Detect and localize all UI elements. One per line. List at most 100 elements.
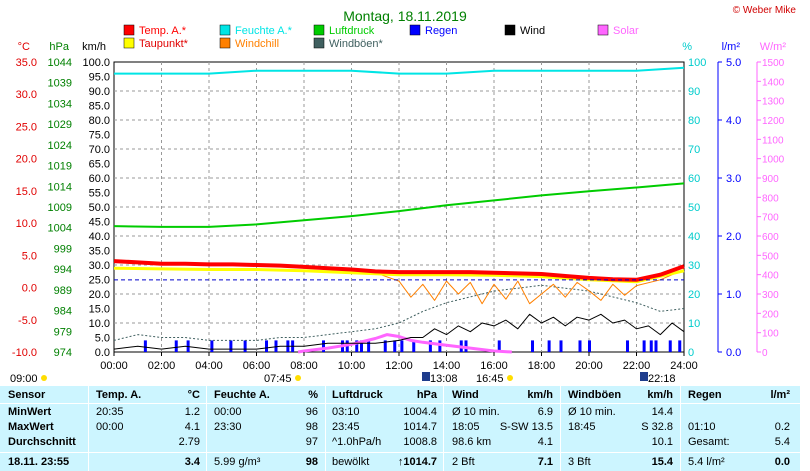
header-press-unit: hPa bbox=[416, 389, 437, 401]
current-hum-abs: 5.99 g/m³ bbox=[214, 456, 261, 468]
time-tick-label: 02:00 bbox=[148, 360, 176, 372]
wind-tick-label: 60.0 bbox=[89, 173, 110, 185]
humidity-tick-label: 50 bbox=[688, 202, 700, 214]
wind-tick-label: 45.0 bbox=[89, 217, 110, 229]
humidity-tick-label: 0 bbox=[688, 347, 694, 359]
rain-bar bbox=[400, 340, 404, 352]
series-line-solar bbox=[297, 333, 512, 354]
pressure-tick-label: 1004 bbox=[48, 223, 72, 235]
moonset-icon bbox=[640, 372, 648, 381]
solar-tick-label: 700 bbox=[762, 213, 779, 224]
stats-cell-wind-t: 18:05 bbox=[452, 421, 480, 433]
temp-tick-label: 10.0 bbox=[16, 218, 37, 230]
rain-bar bbox=[143, 340, 147, 352]
weather-chart: Montag, 18.11.2019 Temp. A.* Feuchte A.* L… bbox=[10, 8, 787, 385]
rain-bar bbox=[243, 340, 247, 352]
legend-label: Taupunkt* bbox=[139, 38, 189, 50]
current-wind: 7.1 bbox=[537, 456, 553, 468]
solar-tick-label: 1300 bbox=[762, 97, 785, 108]
sun-times: 09:00 07:45 13:08 16:45 22:18 bbox=[10, 372, 676, 385]
rain-bar bbox=[497, 340, 501, 352]
pressure-tick-label: 1019 bbox=[48, 161, 72, 173]
wind-tick-label: 95.0 bbox=[89, 72, 110, 84]
wind-tick-label: 85.0 bbox=[89, 101, 110, 113]
humidity-tick-label: 100 bbox=[688, 57, 706, 69]
temp-tick-label: 30.0 bbox=[16, 89, 37, 101]
temp-tick-label: 0.0 bbox=[22, 283, 37, 295]
legend-swatch bbox=[123, 37, 135, 49]
stats-cell-temp-v: 2.79 bbox=[178, 436, 200, 448]
chart-title: Montag, 18.11.2019 bbox=[343, 8, 467, 24]
time-tick-label: 08:00 bbox=[290, 360, 318, 372]
pressure-tick-label: 1044 bbox=[48, 57, 72, 69]
wind-tick-label: 0.0 bbox=[95, 347, 110, 359]
legend-label: Feuchte A.* bbox=[235, 25, 293, 37]
header-temp: Temp. A. bbox=[96, 389, 142, 401]
rain-bar bbox=[438, 340, 442, 352]
rain-bar bbox=[265, 340, 268, 352]
series-line-wind bbox=[113, 313, 685, 350]
wind-tick-label: 55.0 bbox=[89, 188, 110, 200]
solar-tick-label: 500 bbox=[762, 251, 779, 262]
stats-cell-press-v: 1004.4 bbox=[403, 406, 437, 418]
day-start-label: 09:00 bbox=[10, 373, 38, 385]
stats-cell-hum-v: 96 bbox=[305, 406, 318, 418]
solar-tick-label: 900 bbox=[762, 174, 779, 185]
moon-time-label: 22:18 bbox=[648, 373, 676, 385]
current-gust-bft: 3 Bft bbox=[568, 456, 591, 468]
solar-tick-label: 1400 bbox=[762, 77, 785, 88]
rain-tick-label: 1.0 bbox=[726, 289, 741, 301]
stats-cell-press-t: ^1.0hPa/h bbox=[332, 436, 382, 448]
solar-tick-label: 1100 bbox=[762, 135, 784, 146]
sun-icon bbox=[41, 375, 47, 381]
rain-bar bbox=[654, 340, 658, 352]
stats-cell-label: Durchschnitt bbox=[8, 436, 76, 448]
wind-tick-label: 35.0 bbox=[89, 246, 110, 258]
wind-tick-label: 70.0 bbox=[89, 144, 110, 156]
humidity-tick-label: 80 bbox=[688, 115, 700, 127]
header-rain-unit: l/m² bbox=[770, 389, 790, 401]
rain-tick-label: 0.0 bbox=[726, 347, 741, 359]
time-tick-label: 18:00 bbox=[528, 360, 556, 372]
pressure-tick-label: 1029 bbox=[48, 119, 72, 131]
current-gust: 15.4 bbox=[651, 456, 673, 468]
stats-col-sep bbox=[88, 386, 89, 471]
left-axes: °C hPa km/h 35.0 30.0 25.0 20.0 15.0 10.0 5.0 0.0 -… bbox=[12, 41, 110, 359]
stats-cell-temp-t: 20:35 bbox=[96, 406, 124, 418]
legend-label: Temp. A.* bbox=[139, 25, 187, 37]
legend-label: Wind bbox=[520, 25, 545, 37]
rain-bar bbox=[678, 340, 682, 352]
rain-bar bbox=[229, 340, 233, 352]
header-sensor: Sensor bbox=[8, 389, 46, 401]
time-tick-label: 14:00 bbox=[433, 360, 461, 372]
legend-swatch bbox=[313, 24, 325, 36]
pressure-tick-label: 1034 bbox=[48, 98, 72, 110]
solar-tick-label: 0 bbox=[762, 348, 768, 359]
temp-tick-label: -5.0 bbox=[18, 315, 37, 327]
rain-tick-label: 2.0 bbox=[726, 231, 741, 243]
current-rain: 0.0 bbox=[774, 456, 790, 468]
legend-label: Solar bbox=[613, 25, 639, 37]
humidity-axis-unit: % bbox=[682, 41, 692, 53]
rain-bar bbox=[547, 340, 551, 352]
stats-divider bbox=[0, 452, 800, 453]
pressure-tick-label: 1024 bbox=[48, 140, 72, 152]
humidity-tick-label: 30 bbox=[688, 260, 700, 272]
rain-bar bbox=[642, 340, 646, 352]
stats-cell-wind-v: 6.9 bbox=[537, 406, 553, 418]
legend-label: Windchill bbox=[235, 38, 279, 50]
sunset-label: 16:45 bbox=[476, 373, 504, 385]
stats-cell-gust-m: S 32.8 bbox=[641, 421, 673, 433]
wind-tick-label: 5.0 bbox=[95, 333, 110, 345]
current-rain-total: 5.4 l/m² bbox=[688, 456, 725, 468]
statistics-table: Sensor Temp. A. °C Feuchte A. % Luftdruc… bbox=[0, 386, 800, 471]
header-gust: Windböen bbox=[568, 389, 622, 401]
solar-axis-unit: W/m² bbox=[760, 41, 787, 53]
rain-bar bbox=[393, 340, 397, 352]
stats-cell-label: MaxWert bbox=[8, 421, 54, 433]
wind-tick-label: 90.0 bbox=[89, 86, 110, 98]
current-weather: bewölkt bbox=[332, 456, 370, 468]
rain-axis-unit: l/m² bbox=[722, 41, 741, 53]
stats-cell-gust-v: 14.4 bbox=[651, 406, 673, 418]
stats-col-sep bbox=[560, 386, 561, 471]
